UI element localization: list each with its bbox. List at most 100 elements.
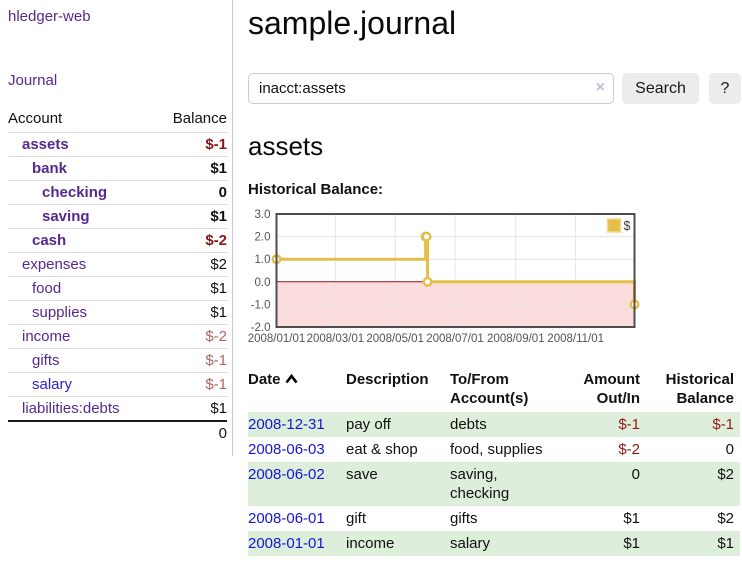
search-input[interactable]	[248, 73, 614, 104]
transaction-date-link[interactable]: 2008-06-03	[248, 441, 325, 458]
chart-label: Historical Balance:	[248, 181, 384, 198]
account-balance: $1	[155, 276, 227, 301]
svg-text:-2.0: -2.0	[251, 322, 271, 334]
sidebar-account-link-expenses[interactable]: expenses	[22, 256, 87, 273]
sidebar-account-link-salary[interactable]: salary	[32, 376, 73, 393]
register-amount-cell: $-2	[618, 441, 640, 458]
sidebar-account-link-food[interactable]: food	[32, 280, 62, 297]
accounts-total-spacer	[8, 420, 156, 446]
account-balance: $-2	[155, 228, 227, 253]
register-accounts-cell: food, supplies	[450, 441, 543, 458]
svg-text:2008/09/01: 2008/09/01	[487, 333, 545, 345]
accounts-total-value: 0	[155, 420, 227, 446]
register-header-amount-out-in: Amount Out/In	[583, 371, 640, 407]
sidebar-account-link-saving[interactable]: saving	[42, 208, 90, 225]
register-accounts-cell: debts	[450, 416, 487, 433]
svg-text:3.0: 3.0	[255, 209, 271, 221]
historical-balance-chart: 3.0 2.0 1.0 0.0 -1.0 -2.0 2008/01/01 2008/03/01…	[248, 209, 742, 349]
sidebar-account-link-liabilities-debts[interactable]: liabilities:debts	[22, 400, 120, 417]
register-date-cell: 2008-06-02	[248, 462, 346, 506]
sidebar-account-link-assets[interactable]: assets	[22, 136, 69, 153]
sidebar-account-link-gifts[interactable]: gifts	[32, 352, 60, 369]
account-row: income $-2	[8, 324, 227, 349]
svg-text:2008/07/01: 2008/07/01	[426, 333, 484, 345]
sidebar-account-link-cash[interactable]: cash	[32, 232, 67, 249]
svg-text:2008/11/01: 2008/11/01	[547, 333, 604, 345]
register-accounts-cell: saving, checking	[450, 466, 510, 502]
app-brand-link[interactable]: hledger-web	[8, 8, 91, 25]
account-row: expenses $2	[8, 252, 227, 277]
register-row: 2008-06-02 save saving, checking 0 $2	[248, 462, 740, 506]
account-row: bank $1	[8, 156, 227, 181]
register-balance-cell: $1	[717, 535, 734, 552]
sidebar: hledger-web Journal Account Balance asse…	[0, 0, 233, 456]
account-balance: $-1	[155, 132, 227, 157]
account-balance: $1	[155, 204, 227, 229]
register-accounts-cell: gifts	[450, 510, 478, 527]
register-row: 2008-12-31 pay off debts $-1 $-1	[248, 412, 740, 437]
register-amount-cell: $1	[623, 535, 640, 552]
transaction-date-link[interactable]: 2008-01-01	[248, 535, 325, 552]
accounts-header-balance: Balance	[155, 108, 227, 133]
account-row: cash $-2	[8, 228, 227, 253]
account-balance: $1	[155, 300, 227, 325]
register-date-cell: 2008-01-01	[248, 531, 346, 556]
svg-text:2.0: 2.0	[255, 232, 271, 244]
accounts-table: Account Balance assets $-1 bank $1 checking 0…	[8, 108, 227, 446]
register-row: 2008-06-01 gift gifts $1 $2	[248, 506, 740, 531]
account-row: assets $-1	[8, 132, 227, 157]
clear-search-icon[interactable]: ×	[595, 79, 605, 96]
register-description-cell: income	[346, 535, 395, 552]
register-header-to-from-account-s-: To/From Account(s)	[450, 371, 529, 407]
search-form: × Search ?	[248, 73, 742, 104]
page-title: sample.journal	[248, 5, 457, 41]
register-balance-cell: 0	[725, 441, 734, 458]
transaction-date-link[interactable]: 2008-06-01	[248, 510, 325, 527]
register-description-cell: gift	[346, 510, 367, 527]
register-header-historical-balance: Historical Balance	[665, 371, 734, 407]
account-row: checking 0	[8, 180, 227, 205]
svg-text:0.0: 0.0	[255, 277, 271, 289]
accounts-header-account: Account	[8, 108, 156, 133]
account-balance: 0	[155, 180, 227, 205]
svg-text:-1.0: -1.0	[251, 299, 271, 311]
account-balance: $1	[210, 400, 227, 417]
help-button[interactable]: ?	[709, 73, 741, 104]
register-amount-cell: $1	[623, 510, 640, 527]
register-header-date[interactable]: Date	[248, 368, 346, 412]
register-balance-cell: $2	[717, 510, 734, 527]
account-row: supplies $1	[8, 300, 227, 325]
register-row: 2008-01-01 income salary $1 $1	[248, 531, 740, 556]
transaction-date-link[interactable]: 2008-06-02	[248, 466, 325, 483]
sort-ascending-icon[interactable]	[284, 373, 298, 384]
register-table-header: Date Description To/From Account(s) Amount …	[248, 368, 740, 412]
accounts-total-row: 0	[8, 420, 227, 446]
svg-text:2008/03/01: 2008/03/01	[307, 333, 365, 345]
account-balance: $2	[155, 252, 227, 277]
account-balance: $-1	[155, 372, 227, 397]
sidebar-account-link-supplies[interactable]: supplies	[32, 304, 88, 321]
sidebar-account-link-bank[interactable]: bank	[32, 160, 68, 177]
register-header-description: Description	[346, 371, 429, 388]
sidebar-account-link-income[interactable]: income	[22, 328, 71, 345]
svg-text:2008/01/01: 2008/01/01	[248, 333, 306, 345]
account-row: gifts $-1	[8, 348, 227, 373]
register-date-cell: 2008-12-31	[248, 412, 346, 437]
legend-label: $	[624, 219, 631, 233]
register-description-cell: save	[346, 466, 378, 483]
account-balance: $-1	[155, 348, 227, 373]
register-amount-cell: 0	[631, 466, 640, 483]
accounts-table-header: Account Balance	[8, 108, 227, 133]
search-button[interactable]: Search	[622, 73, 699, 104]
register-accounts-cell: salary	[450, 535, 491, 552]
sidebar-item-journal[interactable]: Journal	[8, 72, 58, 89]
account-row: salary $-1	[8, 372, 227, 397]
transaction-date-link[interactable]: 2008-12-31	[248, 416, 325, 433]
register-row: 2008-06-03 eat & shop food, supplies $-2 0	[248, 437, 740, 462]
register-amount-cell: $-1	[618, 416, 640, 433]
sidebar-account-link-checking[interactable]: checking	[42, 184, 108, 201]
main-content: sample.journal × Search ? assets Histori…	[248, 0, 742, 556]
account-balance: $1	[155, 156, 227, 181]
register-description-cell: eat & shop	[346, 441, 418, 458]
